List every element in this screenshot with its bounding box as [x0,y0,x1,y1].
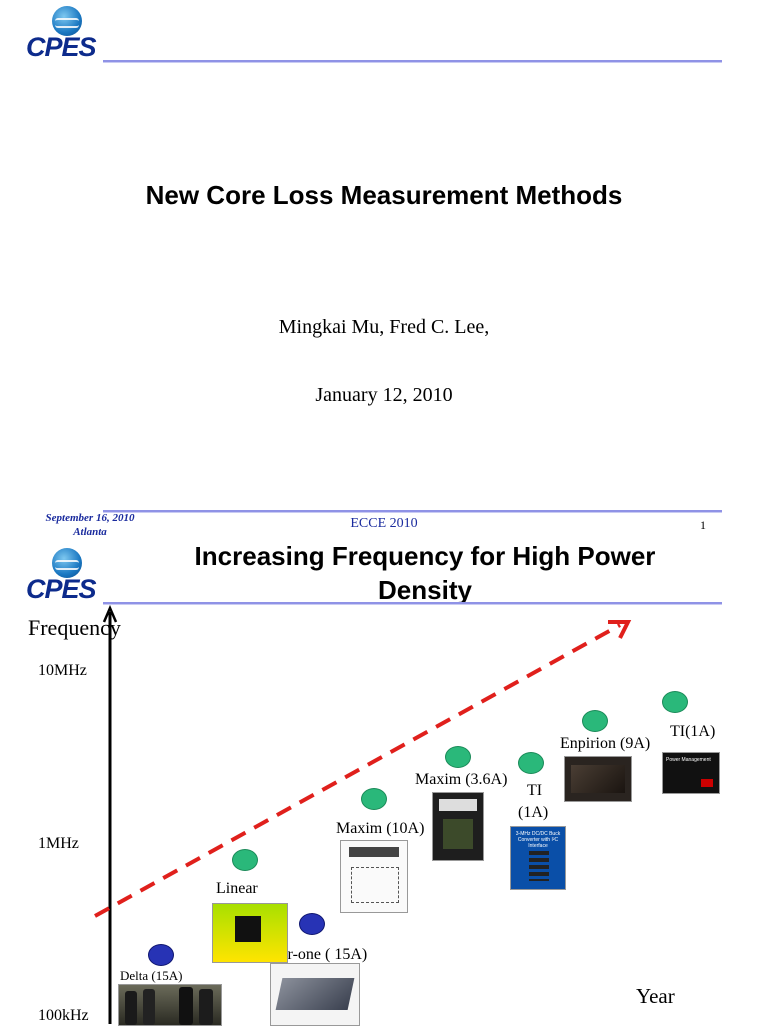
ti-power-management-product-photo: Power Management [662,752,720,794]
maxim-10a-product-photo [340,840,408,913]
y-tick-1mhz: 1MHz [38,835,79,852]
title-line-1: Increasing Frequency for High Power [194,541,656,571]
ti-1a-lower-marker [518,752,544,774]
globe-icon [52,6,82,36]
slide-title: New Core Loss Measurement Methods [145,180,623,210]
linear-product-photo [212,903,288,963]
ti-dc-dc-product-photo: 3-MHz DC/DC Buck Converter with I²C Inte… [510,826,566,890]
ti-1a-upper-marker [662,691,688,713]
footer-conference: ECCE 2010 [350,516,418,531]
enpirion-marker [582,710,608,732]
linear-label: Linear [216,880,258,897]
globe-icon [52,548,82,578]
delta-marker [148,944,174,966]
delta-product-photo [118,984,222,1026]
trend-arrowhead [608,620,632,639]
footer-date: September 16, 2010 Atlanta [30,511,150,539]
y-tick-10mhz: 10MHz [38,662,87,679]
y-tick-100khz: 100kHz [38,1007,89,1024]
power-one-product-photo [270,963,360,1026]
page-number: 1 [700,518,706,532]
maxim-10a-label: Maxim (10A) [336,820,425,837]
presentation-date: January 12, 2010 [315,384,453,406]
header-rule [103,60,722,62]
title-line-2: Density [378,575,472,605]
trend-arrow [94,623,621,918]
cpes-logo: CPES [26,548,110,604]
cpes-logo: CPES [26,6,110,62]
maxim-10a-marker [361,788,387,810]
ti-dc-dc-caption: 3-MHz DC/DC Buck Converter with I²C Inte… [515,831,561,849]
authors: Mingkai Mu, Fred C. Lee, [278,316,490,338]
y-axis-label: Frequency [28,615,121,640]
ti-1a-upper-label: TI(1A) [670,723,716,740]
logo-text: CPES [26,574,97,604]
enpirion-product-photo [564,756,632,802]
delta-label: Delta (15A) [120,968,183,983]
maxim-3-6a-label: Maxim (3.6A) [415,771,508,788]
footer-location: Atlanta [73,526,107,538]
header-rule [103,602,722,604]
ti-1a-lower-label-line1: TI [527,782,543,799]
footer-date-line: September 16, 2010 [45,512,135,524]
slide-title: Increasing Frequency for High Power Dens… [160,539,690,607]
ti-power-management-caption: Power Management [666,757,711,763]
enpirion-label: Enpirion (9A) [560,735,651,752]
maxim-3-6a-marker [445,746,471,768]
y-axis-arrowhead [102,604,118,623]
ti-1a-lower-label-line2: (1A) [518,804,549,821]
power-one-marker [299,913,325,935]
footer-rule [103,510,722,512]
x-axis-label: Year [636,984,675,1008]
linear-marker [232,849,258,871]
logo-text: CPES [26,32,97,62]
maxim-3-6a-product-photo [432,792,484,861]
